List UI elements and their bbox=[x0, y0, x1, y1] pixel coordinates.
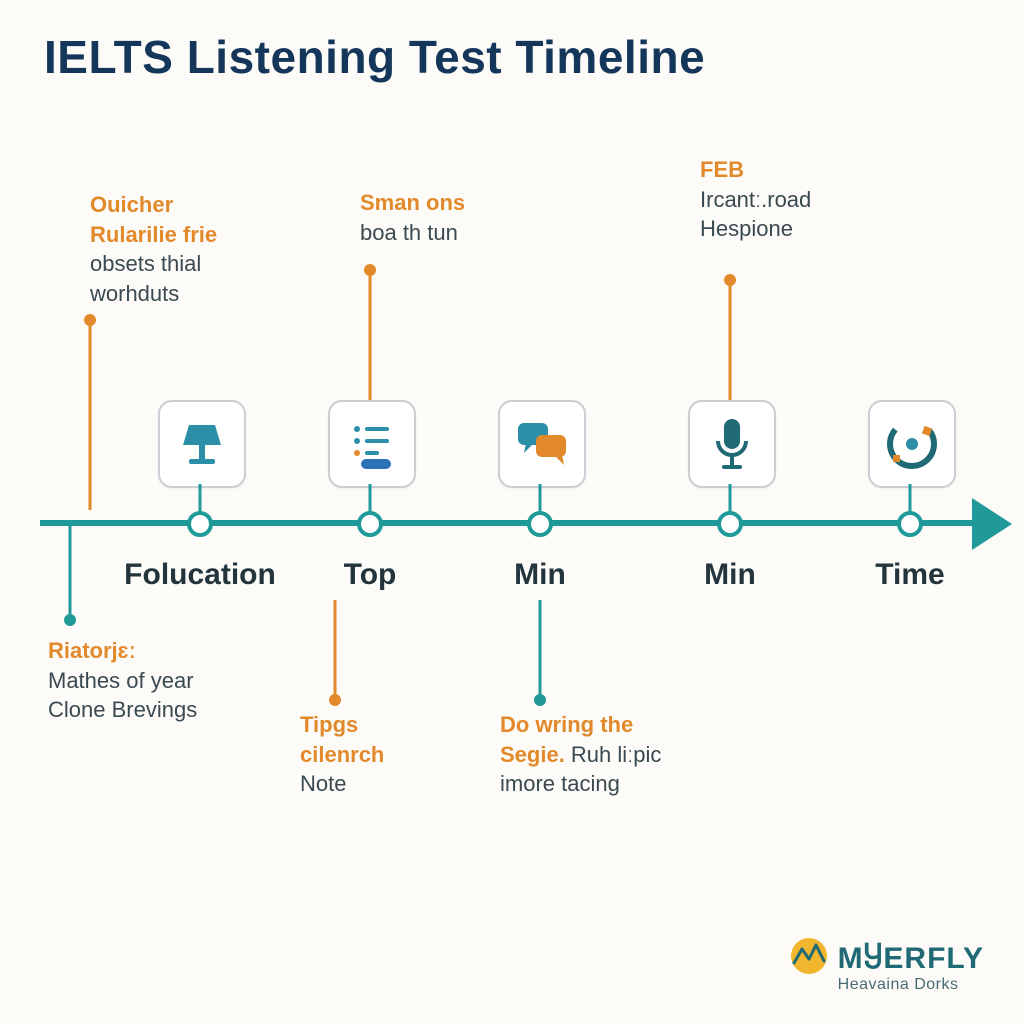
annotation-line bbox=[539, 600, 542, 700]
axis-label: Min bbox=[704, 558, 756, 592]
annotation-line bbox=[89, 320, 92, 510]
timeline-node bbox=[717, 511, 743, 537]
annotation-line bbox=[369, 270, 372, 400]
timeline-node bbox=[187, 511, 213, 537]
timeline-axis bbox=[40, 520, 980, 526]
axis-label: Folucation bbox=[124, 558, 276, 592]
dial-icon bbox=[868, 400, 956, 488]
annotation-dot bbox=[64, 614, 76, 626]
timeline-node bbox=[897, 511, 923, 537]
axis-label: Time bbox=[875, 558, 944, 592]
annotation-line bbox=[69, 534, 72, 620]
timeline-arrowhead bbox=[972, 498, 1012, 550]
timeline-node bbox=[527, 511, 553, 537]
icon-connector bbox=[539, 484, 542, 512]
logo-subtext: Heavaina Dorks bbox=[838, 976, 984, 994]
logo-text: MႸERFLY bbox=[838, 941, 984, 976]
axis-label: Top bbox=[344, 558, 397, 592]
annotation-text: Do wring theSegie. Ruh liːpicimore tacin… bbox=[500, 710, 661, 799]
annotation-dot bbox=[724, 274, 736, 286]
annotation-text: Sman onsboa th tun bbox=[360, 188, 465, 247]
axis-label: Min bbox=[514, 558, 566, 592]
annotation-line bbox=[729, 280, 732, 400]
icon-connector bbox=[199, 484, 202, 512]
annotation-text: RiatorjɛːMathes of yearClone Brevings bbox=[48, 636, 197, 725]
icon-connector bbox=[369, 484, 372, 512]
page-title: IELTS Listening Test Timeline bbox=[44, 30, 705, 84]
logo-mark-icon bbox=[790, 937, 828, 980]
annotation-dot bbox=[534, 694, 546, 706]
annotation-text: FEBIrcantː.roadHespione bbox=[700, 155, 811, 244]
chat-icon bbox=[498, 400, 586, 488]
annotation-text: OuicherRularilie frieobsets thialworhdut… bbox=[90, 190, 217, 309]
icon-connector bbox=[909, 484, 912, 512]
annotation-dot bbox=[84, 314, 96, 326]
annotation-dot bbox=[329, 694, 341, 706]
lamp-icon bbox=[158, 400, 246, 488]
annotation-dot bbox=[364, 264, 376, 276]
annotation-text: TipgscilenrchNote bbox=[300, 710, 384, 799]
axis-start-tick bbox=[69, 526, 72, 536]
list-icon bbox=[328, 400, 416, 488]
timeline-node bbox=[357, 511, 383, 537]
mic-icon bbox=[688, 400, 776, 488]
brand-logo: MႸERFLY Heavaina Dorks bbox=[790, 937, 984, 994]
icon-connector bbox=[729, 484, 732, 512]
annotation-line bbox=[334, 600, 337, 700]
